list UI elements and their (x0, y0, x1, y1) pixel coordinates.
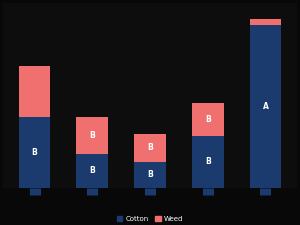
Bar (76, 117, 108, 154)
Bar (76, 154, 108, 188)
Bar (192, 136, 224, 188)
Text: B: B (89, 166, 95, 176)
Text: A: A (262, 102, 268, 111)
Bar (250, 19, 281, 25)
Legend: Cotton, Weed: Cotton, Weed (114, 213, 186, 225)
Text: B: B (147, 170, 153, 179)
Text: B: B (147, 143, 153, 152)
Bar (19, 66, 50, 117)
Text: B: B (205, 115, 211, 124)
Bar (192, 103, 224, 136)
Bar (250, 25, 281, 188)
Bar (134, 162, 166, 188)
Bar (19, 117, 50, 188)
Bar (134, 134, 166, 162)
Text: B: B (32, 148, 38, 157)
Text: B: B (205, 157, 211, 166)
Text: B: B (89, 131, 95, 140)
